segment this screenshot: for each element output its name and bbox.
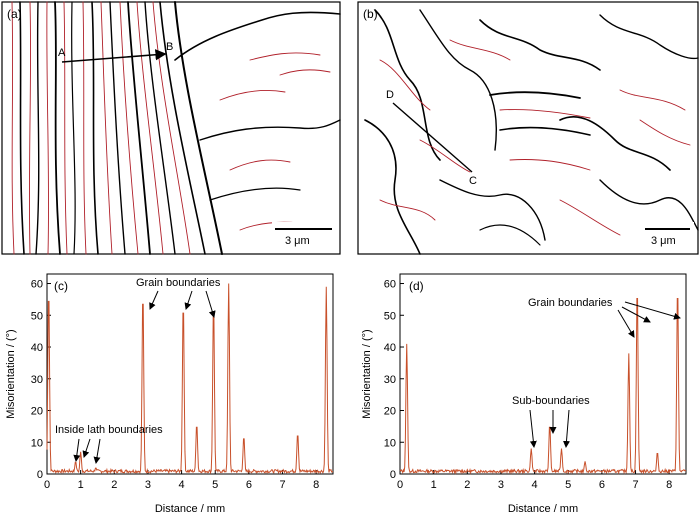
x-tick-label-c: 2: [111, 479, 117, 491]
scalebar-label-a: 3 μm: [285, 235, 310, 247]
y-tick-label-c: 0: [37, 469, 43, 481]
x-tick-label-d: 0: [397, 479, 403, 491]
point-b-label: B: [166, 41, 173, 53]
y-ticks-d: 0 10 20 30 40 50 60: [384, 279, 404, 481]
line-scan-ab: [61, 49, 167, 63]
x-axis-label-c: Distance / mm: [155, 503, 225, 515]
y-tick-label-d: 20: [384, 406, 396, 418]
arrow-grain-2-d: [621, 306, 651, 323]
panel-label-a: (a): [7, 7, 22, 21]
x-tick-label-d: 6: [599, 479, 605, 491]
panel-label-c: (c): [54, 279, 68, 293]
arrow-lath-3-c: [93, 438, 101, 464]
y-tick-label-d: 40: [384, 342, 396, 354]
annotation-inside-lath-c: Inside lath boundaries: [55, 424, 163, 436]
boundary-pattern-a: [11, 1, 341, 255]
point-c-label: C: [469, 175, 477, 187]
annotation-grain-boundaries-d: Grain boundaries: [528, 297, 613, 309]
y-tick-label-d: 10: [384, 437, 396, 449]
y-tick-label-c: 40: [31, 342, 43, 354]
arrow-grain-2-c: [184, 290, 193, 310]
point-d-label: D: [386, 89, 394, 101]
y-tick-label-d: 0: [390, 469, 396, 481]
scalebar-box-b: [640, 222, 694, 250]
scalebar-label-b: 3 μm: [651, 235, 676, 247]
x-tick-label-d: 8: [666, 479, 672, 491]
y-tick-label-d: 50: [384, 310, 396, 322]
arrow-sub-3-d: [562, 409, 570, 448]
arrow-sub-1-d: [529, 409, 537, 448]
arrow-grain-1-d: [617, 309, 635, 338]
x-tick-label-d: 5: [565, 479, 571, 491]
scalebar-box-a: [272, 222, 336, 250]
y-tick-label-d: 30: [384, 374, 396, 386]
x-axis-label-d: Distance / mm: [508, 503, 578, 515]
annotation-grain-boundaries-c: Grain boundaries: [136, 277, 221, 289]
y-tick-label-c: 30: [31, 374, 43, 386]
x-tick-label-d: 7: [632, 479, 638, 491]
ebsd-map-a: A B (a) 3 μm: [1, 1, 341, 255]
x-tick-label-c: 4: [179, 479, 185, 491]
x-tick-label-d: 2: [464, 479, 470, 491]
arrow-grain-3-d: [624, 301, 681, 320]
x-tick-label-c: 6: [246, 479, 252, 491]
x-tick-label-c: 0: [44, 479, 50, 491]
x-ticks-c: 0 1 2 3 4 5 6 7 8: [44, 470, 319, 491]
y-tick-label-d: 60: [384, 279, 396, 291]
x-tick-label-c: 8: [313, 479, 319, 491]
arrow-lath-1-c: [73, 438, 81, 462]
arrow-grain-3-c: [205, 290, 216, 318]
y-tick-label-c: 60: [31, 279, 43, 291]
panel-label-b: (b): [363, 7, 378, 21]
x-tick-label-c: 3: [145, 479, 151, 491]
misorientation-chart-c: 0 10 20 30 40 50 60 0 1 2 3 4 5 6 7 8 (c) Distance / m…: [5, 273, 334, 515]
x-tick-label-d: 1: [431, 479, 437, 491]
y-axis-label-c: Misorientation / (°): [5, 329, 17, 418]
x-tick-label-c: 5: [212, 479, 218, 491]
plot-frame-c: [46, 273, 334, 475]
panel-label-d: (d): [409, 279, 424, 293]
y-tick-label-c: 20: [31, 406, 43, 418]
plot-frame-d: [399, 273, 687, 475]
x-tick-label-d: 4: [532, 479, 538, 491]
y-axis-label-d: Misorientation / (°): [361, 329, 373, 418]
series-line-d: [399, 297, 687, 475]
y-tick-label-c: 50: [31, 310, 43, 322]
misorientation-chart-d: 0 10 20 30 40 50 60 0 1 2 3 4 5 6 7 8 (d) Distance / m…: [361, 273, 687, 515]
point-a-label: A: [58, 47, 66, 59]
x-tick-label-c: 1: [78, 479, 84, 491]
line-scan-dc: [392, 102, 473, 173]
arrow-lath-2-c: [82, 438, 91, 458]
x-tick-label-c: 7: [279, 479, 285, 491]
series-line-c: [46, 283, 334, 475]
x-tick-label-d: 3: [498, 479, 504, 491]
x-ticks-d: 0 1 2 3 4 5 6 7 8: [397, 470, 672, 491]
y-ticks-c: 0 10 20 30 40 50 60: [31, 279, 51, 481]
annotation-sub-boundaries-d: Sub-boundaries: [512, 395, 590, 407]
boundary-pattern-b: [364, 9, 699, 255]
y-tick-label-c: 10: [31, 437, 43, 449]
arrow-grain-1-c: [149, 290, 159, 310]
ebsd-map-b: D C (b) 3 μm: [357, 1, 699, 255]
